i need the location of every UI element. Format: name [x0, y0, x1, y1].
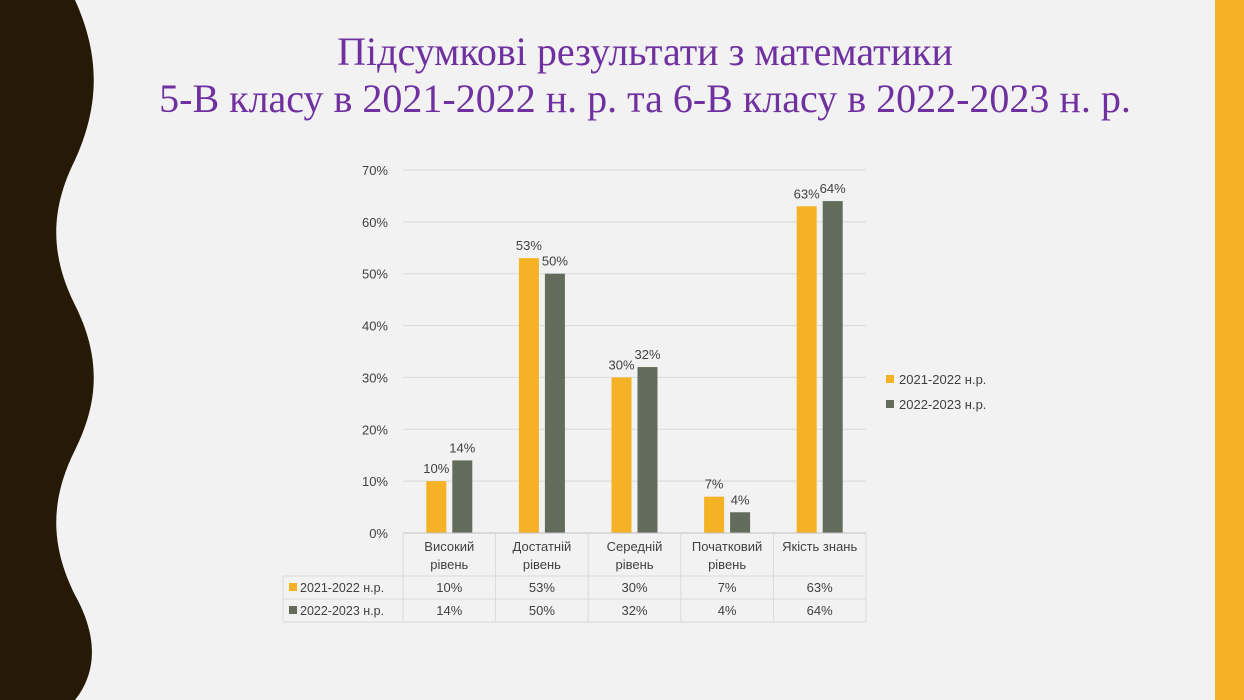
bar — [544, 273, 565, 533]
bar — [611, 377, 632, 533]
data-label: 4% — [731, 492, 750, 507]
bar — [730, 512, 751, 533]
bar — [704, 496, 725, 533]
legend-key — [886, 400, 894, 408]
category-label: Початковий — [692, 539, 762, 554]
table-cell: 10% — [436, 580, 462, 595]
data-label: 32% — [634, 347, 660, 362]
y-tick-label: 60% — [362, 215, 388, 230]
y-tick-label: 30% — [362, 370, 388, 385]
table-cell: 14% — [436, 603, 462, 618]
title-line-2: 5-В класу в 2021-2022 н. р. та 6-В класу… — [159, 76, 1131, 121]
slide-title: Підсумкові результати з математики 5-В к… — [80, 28, 1210, 122]
table-cell: 50% — [529, 603, 555, 618]
table-cell: 7% — [718, 580, 737, 595]
bar — [637, 367, 658, 533]
table-cell: 63% — [807, 580, 833, 595]
data-label: 50% — [542, 254, 568, 269]
table-cell: 4% — [718, 603, 737, 618]
table-series-name: 2021-2022 н.р. — [300, 581, 384, 595]
y-tick-label: 20% — [362, 422, 388, 437]
y-tick-label: 50% — [362, 267, 388, 282]
bar — [518, 258, 539, 533]
bar — [796, 206, 817, 534]
y-tick-label: 40% — [362, 319, 388, 334]
category-label: Достатній — [513, 539, 572, 554]
category-label: рівень — [615, 557, 653, 572]
legend-label: 2021-2022 н.р. — [899, 372, 986, 387]
legend-key — [886, 375, 894, 383]
y-tick-label: 70% — [362, 163, 388, 178]
bar — [452, 460, 473, 533]
table-cell: 64% — [807, 603, 833, 618]
y-tick-label: 10% — [362, 474, 388, 489]
category-label: Якість знань — [782, 539, 857, 554]
category-label: Середній — [607, 539, 663, 554]
table-legend-key — [289, 583, 297, 591]
bar — [822, 201, 843, 533]
table-cell: 30% — [621, 580, 647, 595]
category-label: рівень — [708, 557, 746, 572]
data-label: 63% — [794, 186, 820, 201]
data-label: 30% — [608, 357, 634, 372]
table-cell: 53% — [529, 580, 555, 595]
y-tick-label: 0% — [369, 526, 388, 541]
data-label: 10% — [423, 461, 449, 476]
category-label: рівень — [430, 557, 468, 572]
left-wave-decoration — [0, 0, 94, 700]
data-label: 14% — [449, 440, 475, 455]
bar — [426, 481, 447, 533]
data-label: 64% — [820, 181, 846, 196]
table-cell: 32% — [621, 603, 647, 618]
right-accent-bar — [1215, 0, 1244, 700]
legend-label: 2022-2023 н.р. — [899, 397, 986, 412]
table-series-name: 2022-2023 н.р. — [300, 604, 384, 618]
title-line-1: Підсумкові результати з математики — [337, 29, 953, 74]
table-legend-key — [289, 606, 297, 614]
data-label: 7% — [705, 477, 724, 492]
category-label: Високий — [424, 539, 474, 554]
category-label: рівень — [523, 557, 561, 572]
data-label: 53% — [516, 238, 542, 253]
